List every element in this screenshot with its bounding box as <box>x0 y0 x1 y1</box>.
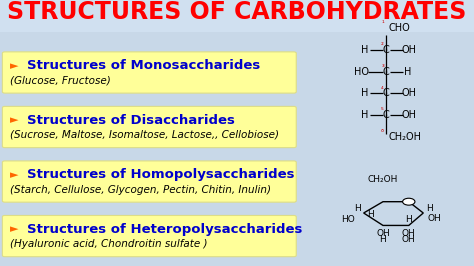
Text: C: C <box>383 45 390 55</box>
Text: CH₂OH: CH₂OH <box>388 132 421 142</box>
Text: Structures of Homopolysaccharides: Structures of Homopolysaccharides <box>27 168 295 181</box>
Text: OH: OH <box>428 214 441 223</box>
Text: ►: ► <box>10 115 19 125</box>
Text: ⁶: ⁶ <box>381 130 384 136</box>
FancyBboxPatch shape <box>2 52 296 93</box>
Text: H: H <box>367 210 374 219</box>
Text: H: H <box>405 215 412 224</box>
Text: ¹: ¹ <box>381 21 384 27</box>
Text: Structures of Disaccharides: Structures of Disaccharides <box>27 114 236 127</box>
Text: ►: ► <box>10 225 19 234</box>
Text: HO: HO <box>341 215 355 224</box>
Text: OH: OH <box>402 235 416 243</box>
Text: OH: OH <box>402 229 416 238</box>
Text: (Starch, Cellulose, Glycogen, Pectin, Chitin, Inulin): (Starch, Cellulose, Glycogen, Pectin, Ch… <box>10 185 272 194</box>
Text: HO: HO <box>354 66 369 77</box>
Text: OH: OH <box>376 229 390 238</box>
Text: Structures of Monosaccharides: Structures of Monosaccharides <box>27 59 261 72</box>
Bar <box>0 0 474 32</box>
Text: ⁴: ⁴ <box>381 86 384 93</box>
Text: CH₂OH: CH₂OH <box>368 175 398 184</box>
Text: ►: ► <box>10 170 19 180</box>
Text: ²: ² <box>381 43 384 49</box>
Text: C: C <box>383 110 390 120</box>
Text: H: H <box>361 45 369 55</box>
Text: OH: OH <box>401 88 417 98</box>
Text: ³: ³ <box>381 65 384 71</box>
Text: C: C <box>383 88 390 98</box>
FancyBboxPatch shape <box>2 161 296 202</box>
Text: (Hyaluronic acid, Chondroitin sulfate ): (Hyaluronic acid, Chondroitin sulfate ) <box>10 239 208 249</box>
Text: H: H <box>404 66 411 77</box>
Text: OH: OH <box>401 45 417 55</box>
Text: H: H <box>426 204 432 213</box>
Text: H: H <box>354 204 361 213</box>
Circle shape <box>402 198 415 205</box>
Text: CHO: CHO <box>388 23 410 33</box>
Text: STRUCTURES OF CARBOHYDRATES: STRUCTURES OF CARBOHYDRATES <box>7 0 467 24</box>
Text: ►: ► <box>10 61 19 71</box>
Text: C: C <box>383 66 390 77</box>
Text: H: H <box>361 110 369 120</box>
FancyBboxPatch shape <box>2 215 296 257</box>
Text: OH: OH <box>401 110 417 120</box>
Text: (Glucose, Fructose): (Glucose, Fructose) <box>10 76 111 85</box>
Text: H: H <box>380 235 386 243</box>
Text: ⁵: ⁵ <box>381 108 384 114</box>
FancyBboxPatch shape <box>2 106 296 148</box>
Text: Structures of Heteropolysaccharides: Structures of Heteropolysaccharides <box>27 223 303 236</box>
Text: (Sucrose, Maltose, Isomaltose, Lactose,, Cellobiose): (Sucrose, Maltose, Isomaltose, Lactose,,… <box>10 130 280 140</box>
Text: H: H <box>361 88 369 98</box>
